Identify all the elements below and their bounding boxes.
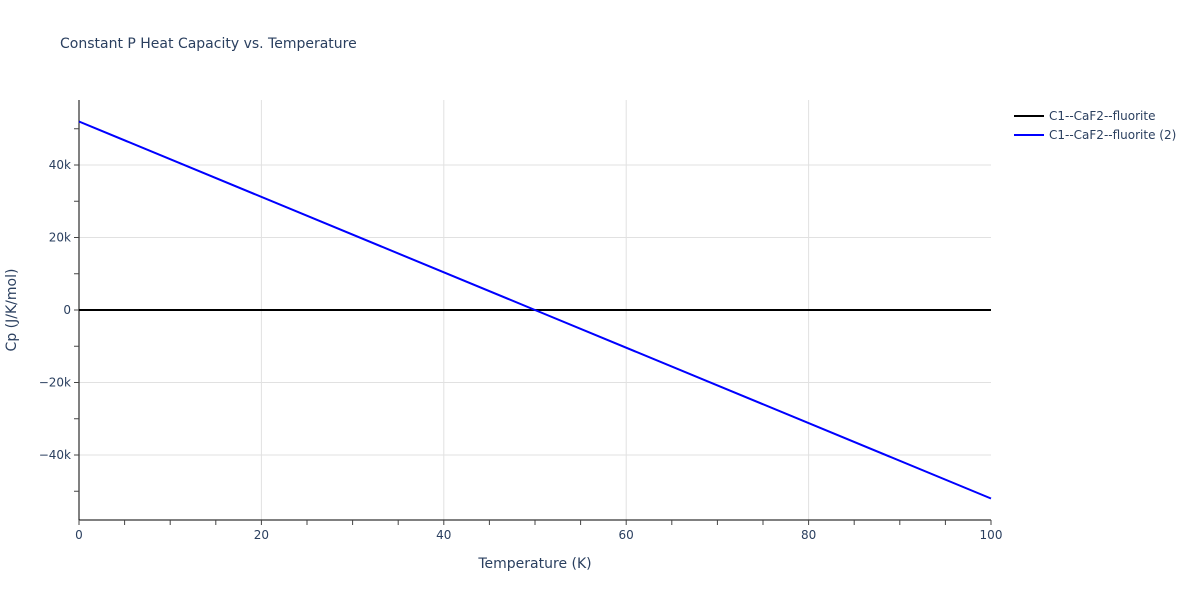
legend: C1--CaF2--fluorite C1--CaF2--fluorite (2…	[1014, 106, 1176, 144]
y-tick-label: −20k	[39, 376, 71, 390]
x-axis-label: Temperature (K)	[477, 556, 591, 572]
series-line-2	[78, 120, 992, 500]
x-tick-label: 80	[801, 528, 816, 542]
legend-swatch-black	[1014, 114, 1044, 117]
y-tick-label: 40k	[49, 158, 71, 172]
x-tick-label: 20	[254, 528, 269, 542]
legend-label: C1--CaF2--fluorite (2)	[1049, 127, 1177, 142]
x-tick-label: 40	[436, 528, 451, 542]
x-tick-label: 100	[980, 528, 1003, 542]
legend-swatch-blue	[1014, 133, 1044, 136]
y-axis-label: Cp (J/K/mol)	[4, 269, 20, 352]
legend-item-series-2[interactable]: C1--CaF2--fluorite (2)	[1014, 125, 1176, 144]
chart-title: Constant P Heat Capacity vs. Temperature	[60, 36, 357, 52]
legend-item-series-1[interactable]: C1--CaF2--fluorite	[1014, 106, 1176, 125]
x-tick-label: 60	[619, 528, 634, 542]
y-tick-label: −40k	[39, 448, 71, 462]
y-tick-label: 0	[63, 303, 71, 317]
y-tick-label: 20k	[49, 231, 71, 245]
legend-label: C1--CaF2--fluorite	[1049, 108, 1156, 123]
x-tick-label: 0	[75, 528, 83, 542]
